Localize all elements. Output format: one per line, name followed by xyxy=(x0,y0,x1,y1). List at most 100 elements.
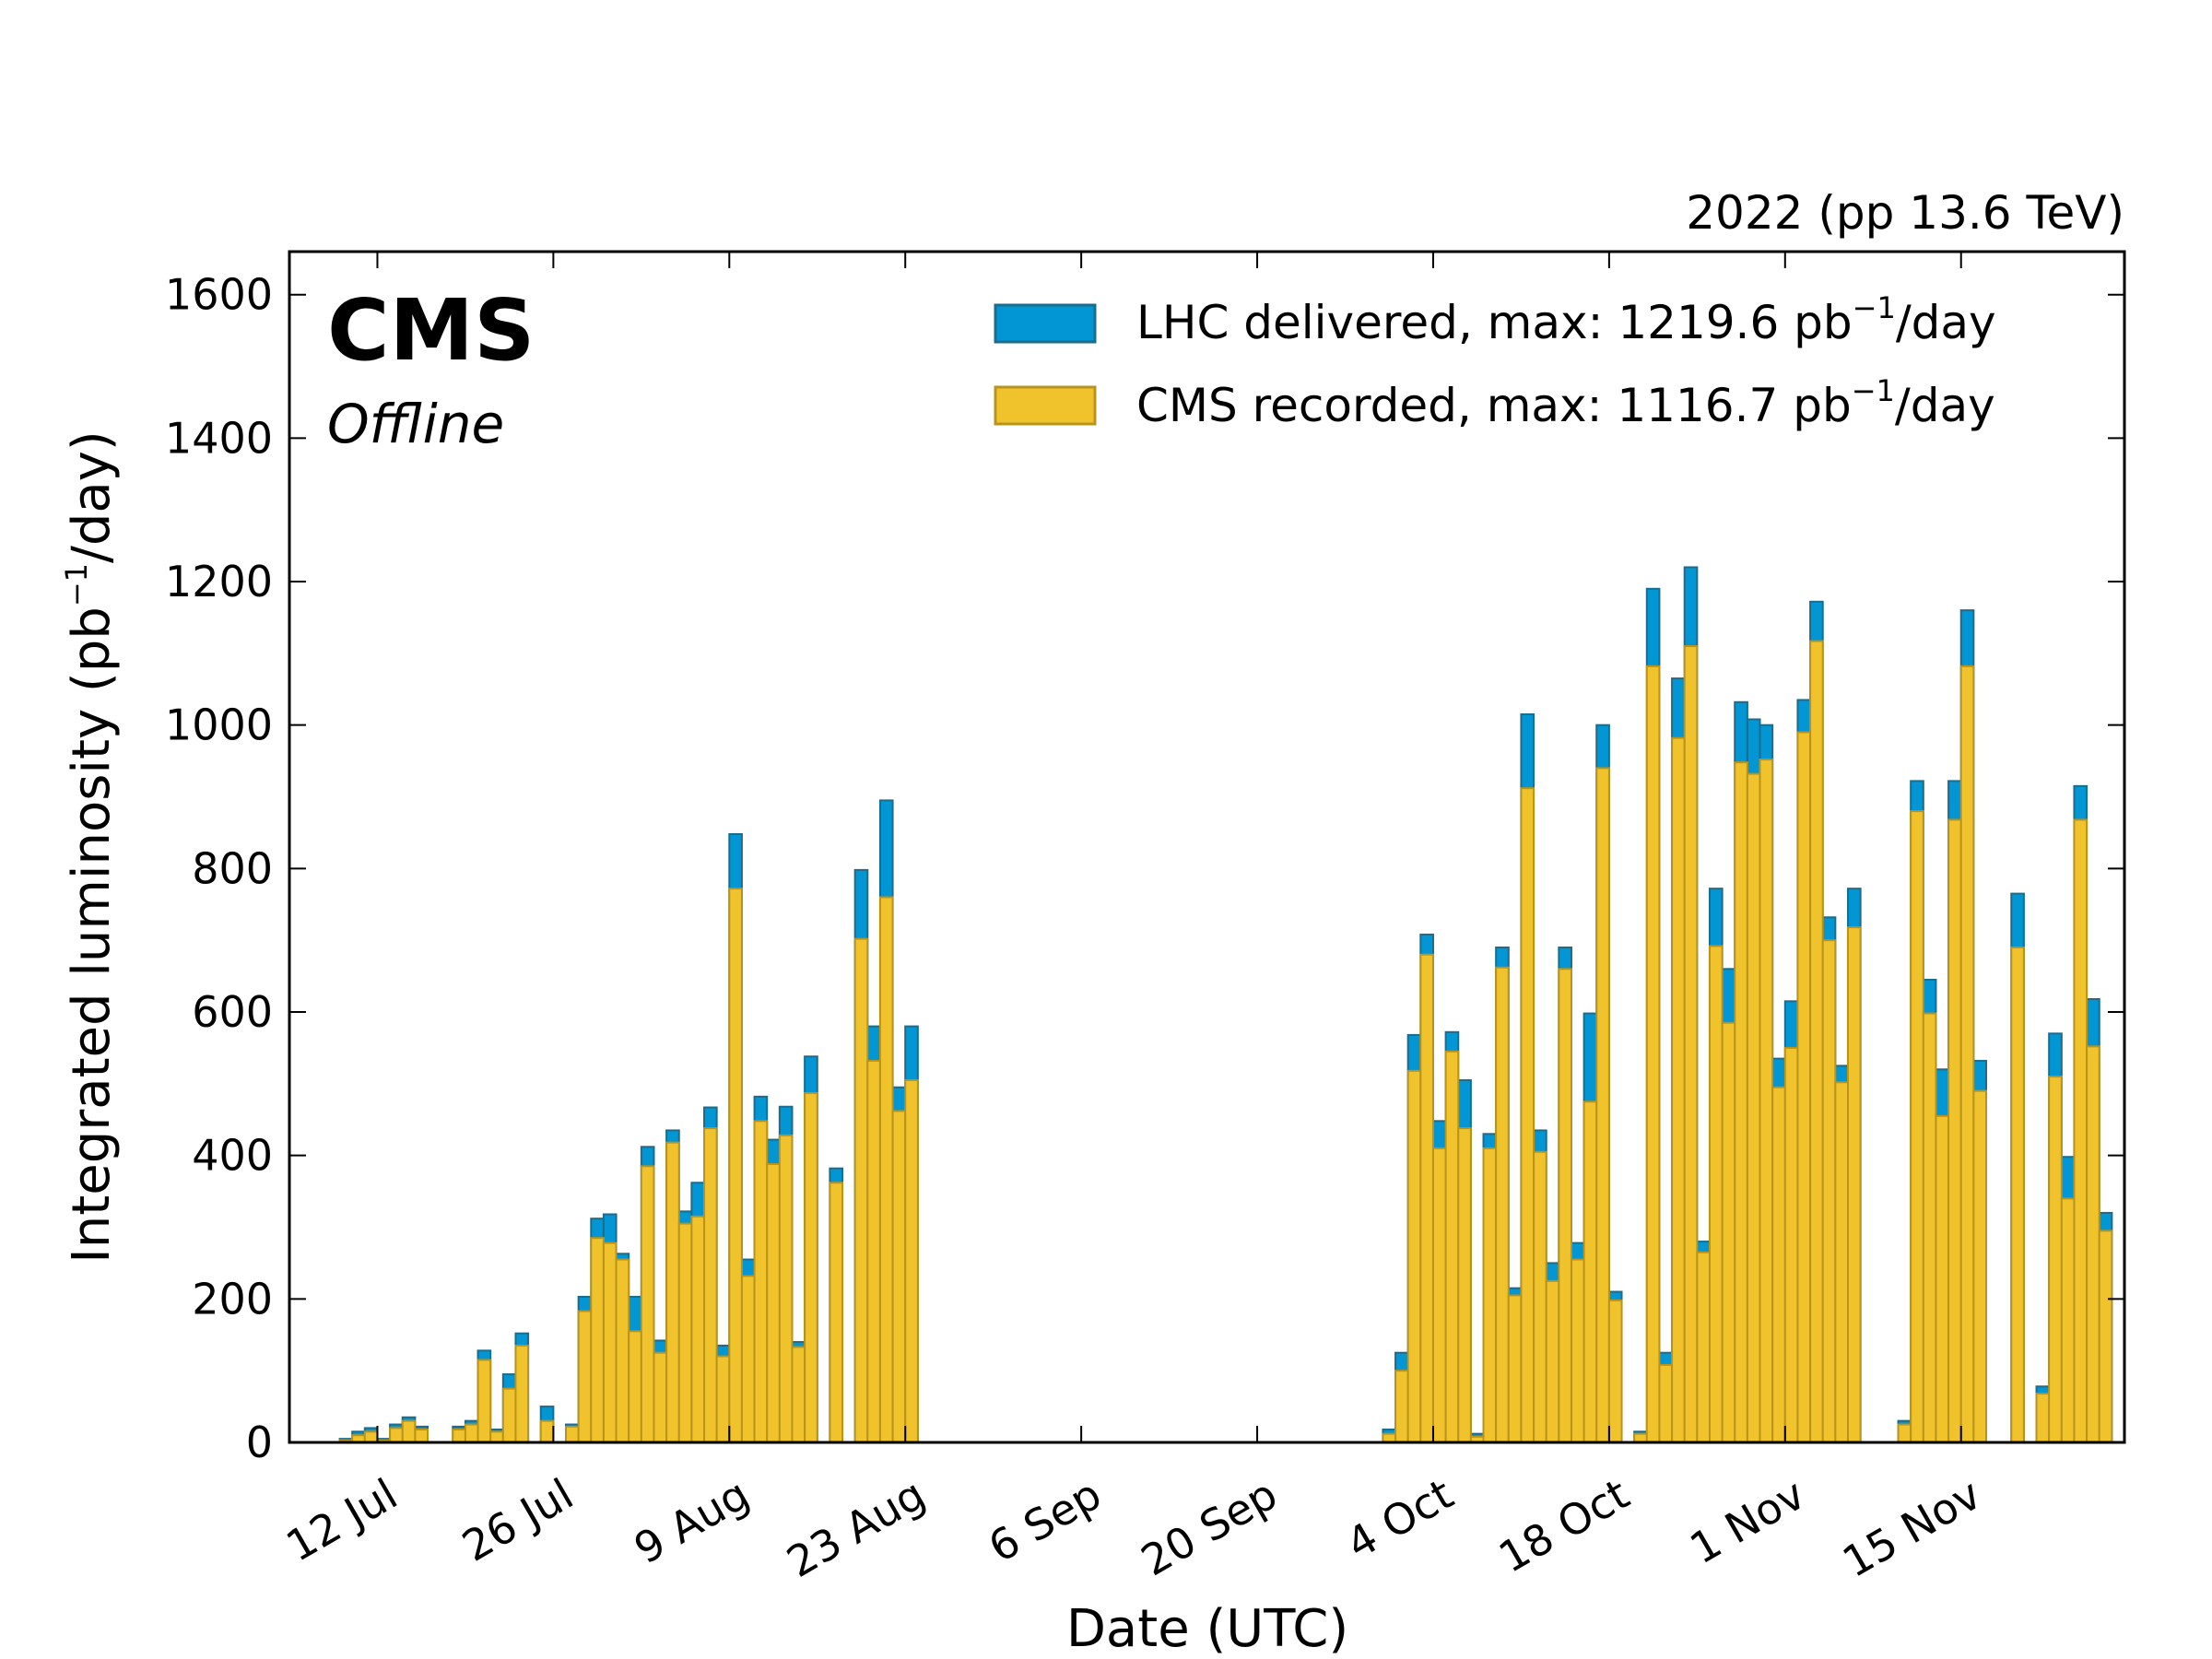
recorded-bar xyxy=(363,1430,379,1443)
recorded-bar xyxy=(389,1427,404,1444)
recorded-bar xyxy=(464,1423,479,1444)
energy-label: 2022 (pp 13.6 TeV) xyxy=(1686,186,2124,240)
recorded-bar xyxy=(1783,1046,1799,1444)
y-axis-title: Integrated luminosity (pb−1/day) xyxy=(59,430,122,1263)
recorded-bar xyxy=(628,1330,642,1443)
recorded-bar xyxy=(703,1127,718,1443)
recorded-bar xyxy=(489,1430,504,1443)
recorded-bar xyxy=(2098,1230,2113,1444)
recorded-bar xyxy=(1482,1147,1498,1443)
cms-status: Offline xyxy=(327,393,504,455)
recorded-bar xyxy=(2048,1076,2063,1444)
y-axis: 0 200 400 600 800 1000 1200 1400 1600 xyxy=(165,270,2124,1467)
x-axis-title: Date (UTC) xyxy=(1066,1599,1348,1659)
x-tick-label: 6 Sep xyxy=(981,1469,1110,1572)
recorded-bar xyxy=(753,1120,769,1443)
x-tick-label: 20 Sep xyxy=(1133,1469,1285,1586)
recorded-bar xyxy=(2073,818,2088,1443)
recorded-bar xyxy=(401,1419,417,1444)
recorded-bar xyxy=(677,1222,693,1443)
recorded-bar xyxy=(1683,645,1699,1443)
recorded-bar xyxy=(577,1310,593,1443)
recorded-bar xyxy=(1583,1100,1598,1444)
recorded-bar xyxy=(1520,787,1535,1443)
recorded-bar xyxy=(1696,1251,1711,1443)
recorded-bar xyxy=(1607,1299,1623,1444)
x-tick-label: 23 Aug xyxy=(779,1469,934,1587)
recorded-bar xyxy=(1570,1258,1585,1444)
recorded-bar xyxy=(640,1165,655,1443)
x-tick-label: 15 Nov xyxy=(1834,1469,1989,1587)
recorded-series xyxy=(338,640,2113,1444)
recorded-bar xyxy=(615,1258,630,1444)
recorded-bar xyxy=(1796,731,1812,1443)
legend-recorded: CMS recorded, max: 1116.7 pb−1/day xyxy=(1136,373,1995,432)
y-tick-label: 800 xyxy=(192,843,273,893)
recorded-bar xyxy=(1935,1114,1950,1443)
recorded-bar xyxy=(1558,968,1572,1444)
x-tick-label: 4 Oct xyxy=(1338,1469,1462,1569)
y-tick-label: 1400 xyxy=(165,413,273,463)
y-tick-label: 0 xyxy=(246,1418,273,1467)
recorded-bar xyxy=(1910,810,1924,1443)
recorded-bar xyxy=(904,1078,919,1443)
recorded-bar xyxy=(1834,1081,1849,1444)
recorded-bar xyxy=(1947,818,1962,1443)
x-tick-label: 1 Nov xyxy=(1682,1469,1814,1574)
recorded-bar xyxy=(2060,1197,2076,1443)
recorded-bar xyxy=(2010,946,2025,1443)
recorded-bar xyxy=(829,1182,844,1443)
y-tick-label: 1000 xyxy=(165,700,273,750)
y-tick-label: 600 xyxy=(192,987,273,1037)
recorded-bar xyxy=(414,1428,429,1443)
plot-frame xyxy=(288,250,2126,1444)
recorded-bar xyxy=(766,1163,781,1443)
recorded-bar xyxy=(1708,945,1724,1444)
recorded-bar xyxy=(2086,1045,2100,1443)
recorded-bar xyxy=(590,1237,605,1444)
y-tick-label: 1600 xyxy=(165,270,273,320)
x-tick-label: 26 Jul xyxy=(453,1469,581,1571)
x-tick-label: 9 Aug xyxy=(626,1469,758,1574)
recorded-bar xyxy=(1721,1021,1736,1443)
recorded-bar xyxy=(740,1275,756,1444)
y-tick-label: 400 xyxy=(192,1131,273,1181)
recorded-bar xyxy=(1658,1363,1674,1443)
recorded-bar xyxy=(1821,939,1837,1443)
recorded-bar xyxy=(1959,665,1975,1443)
y-tick-label: 200 xyxy=(192,1274,273,1324)
recorded-bar xyxy=(791,1346,806,1443)
recorded-bar xyxy=(653,1351,668,1443)
recorded-bar xyxy=(565,1425,580,1444)
recorded-bar xyxy=(1809,640,1824,1443)
recorded-bar xyxy=(1507,1294,1523,1443)
recorded-bar xyxy=(1671,736,1686,1443)
recorded-bar xyxy=(891,1110,907,1444)
x-tick-label: 12 Jul xyxy=(278,1469,406,1571)
legend-swatch-recorded xyxy=(994,385,1097,426)
recorded-bar xyxy=(1419,953,1434,1443)
recorded-bar xyxy=(2035,1393,2051,1443)
recorded-bar xyxy=(690,1215,706,1443)
y-tick-label: 1200 xyxy=(165,557,273,606)
cms-title: CMS xyxy=(327,281,535,380)
recorded-bar xyxy=(853,937,869,1443)
legend-swatch-delivered xyxy=(994,303,1097,344)
recorded-bar xyxy=(728,888,743,1443)
recorded-bar xyxy=(1846,926,1862,1443)
recorded-bar xyxy=(1746,772,1761,1443)
recorded-bar xyxy=(778,1134,794,1443)
recorded-bar xyxy=(1444,1050,1460,1443)
recorded-bar xyxy=(1545,1279,1560,1443)
recorded-bar xyxy=(501,1387,517,1444)
recorded-bar xyxy=(665,1141,680,1444)
recorded-bar xyxy=(1771,1086,1786,1443)
recorded-bar xyxy=(1457,1127,1472,1443)
recorded-bar xyxy=(514,1344,530,1444)
recorded-bar xyxy=(878,896,894,1443)
recorded-bar xyxy=(1645,665,1661,1443)
recorded-bar xyxy=(1495,966,1510,1443)
recorded-bar xyxy=(602,1241,618,1443)
recorded-bar xyxy=(1406,1069,1422,1443)
